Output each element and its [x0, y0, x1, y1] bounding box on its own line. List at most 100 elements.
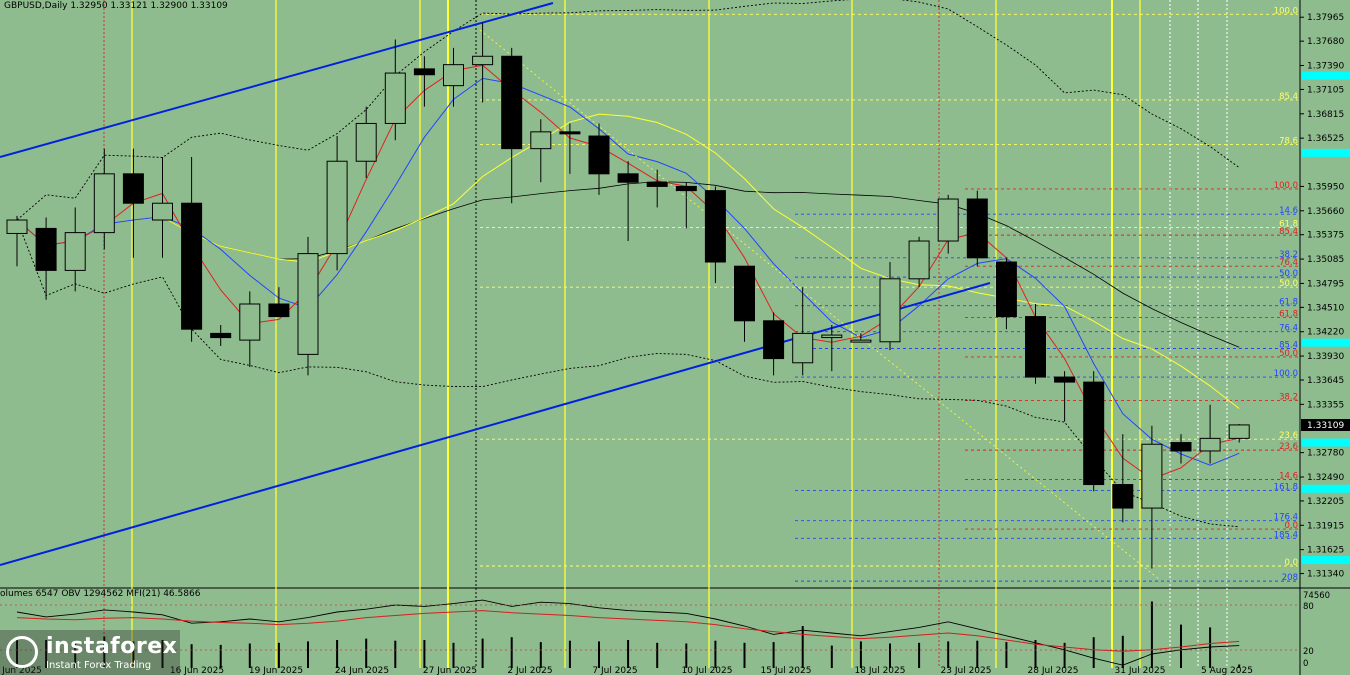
- candle-body-0: [6, 219, 28, 234]
- candle-body-31: [908, 240, 930, 280]
- price-tick-label-16: 1.32780: [1307, 449, 1344, 459]
- cyan-level-marker-4: [1302, 484, 1350, 493]
- price-tick-label-5: 1.36525: [1307, 134, 1344, 144]
- candle-body-41: [1199, 437, 1221, 452]
- lower-band-line: [16, 219, 1240, 528]
- current-price-box: [1301, 419, 1350, 432]
- candle-body-34: [995, 261, 1017, 318]
- logo-icon: [6, 636, 38, 668]
- cyan-level-marker-0: [1302, 71, 1350, 80]
- obv-line: [16, 599, 1240, 666]
- cyan-level-marker-2: [1302, 338, 1350, 347]
- logo-brand: instaforex: [46, 634, 178, 659]
- candle-body-17: [501, 55, 523, 150]
- fib-label-21: 161.8: [1274, 482, 1298, 492]
- candle-body-36: [1054, 376, 1076, 383]
- fib-label-3: 100.0: [1274, 181, 1298, 191]
- candle-body-39: [1141, 443, 1163, 509]
- current-price-label: 1.33109: [1307, 421, 1344, 431]
- fib-label-10: 50.0: [1279, 279, 1298, 289]
- date-label-5: 2 Jul 2025: [507, 666, 552, 675]
- candle-body-21: [617, 173, 639, 183]
- price-tick-label-8: 1.35375: [1307, 231, 1344, 241]
- mfi-line: [16, 610, 1240, 652]
- channel-upper-line: [0, 2, 554, 158]
- candle-body-20: [588, 135, 610, 175]
- date-label-10: 23 Jul 2025: [941, 666, 992, 675]
- fib-diagonal-yellow: [479, 29, 1161, 581]
- cyan-level-marker-5: [1302, 556, 1350, 565]
- candle-body-12: [355, 122, 377, 162]
- candle-body-40: [1170, 442, 1192, 452]
- price-tick-label-10: 1.34795: [1307, 279, 1344, 289]
- fib-label-2: 78.6: [1279, 136, 1298, 146]
- price-tick-label-9: 1.35085: [1307, 255, 1344, 265]
- candle-body-3: [93, 173, 115, 234]
- date-label-2: 19 Jun 2025: [249, 666, 303, 675]
- price-tick-label-7: 1.35660: [1307, 207, 1344, 217]
- fib-label-20: 14.6: [1279, 472, 1298, 482]
- candle-body-1: [35, 227, 57, 271]
- indicator-scale-label-0: 74560: [1303, 591, 1330, 601]
- fib-label-16: 100.0: [1274, 369, 1298, 379]
- date-label-11: 28 Jul 2025: [1028, 666, 1079, 675]
- symbol-label: GBPUSD,Daily: [4, 1, 68, 11]
- price-tick-label-18: 1.32205: [1307, 497, 1344, 507]
- candle-body-37: [1083, 381, 1105, 486]
- candle-body-33: [966, 198, 988, 259]
- fib-label-22: 176.4: [1274, 513, 1298, 523]
- date-label-1: 16 Jun 2025: [170, 666, 224, 675]
- logo-tagline: Instant Forex Trading: [46, 660, 152, 671]
- price-tick-label-15: 1.33355: [1307, 400, 1344, 410]
- fib-label-6: 85.4: [1279, 227, 1298, 237]
- fib-label-12: 61.8: [1279, 309, 1298, 319]
- price-tick-label-21: 1.31340: [1307, 570, 1344, 580]
- fib-label-7: 38.2: [1279, 250, 1298, 260]
- candle-body-30: [879, 278, 901, 343]
- price-tick-label-14: 1.33645: [1307, 376, 1344, 386]
- indicator-scale-label-3: 0: [1303, 659, 1308, 669]
- candle-body-13: [384, 72, 406, 124]
- candle-body-29: [850, 339, 872, 343]
- fib-label-5: 61.8: [1279, 220, 1298, 230]
- indicator-scale-label-2: 20: [1303, 647, 1314, 657]
- candle-body-25: [734, 265, 755, 322]
- fib-label-13: 76.4: [1279, 324, 1298, 334]
- candle-body-28: [821, 334, 843, 339]
- price-tick-label-0: 1.37965: [1307, 13, 1344, 23]
- price-tick-label-11: 1.34510: [1307, 303, 1344, 313]
- fib-label-1: 85.4: [1279, 92, 1298, 102]
- price-tick-label-6: 1.35950: [1307, 182, 1344, 192]
- candle-body-5: [152, 202, 173, 221]
- ohlc-readout: 1.32950 1.33121 1.32900 1.33109: [70, 1, 228, 11]
- price-tick-label-20: 1.31625: [1307, 546, 1344, 556]
- fib-label-4: 14.6: [1279, 206, 1298, 216]
- candle-body-22: [646, 181, 668, 187]
- fib-label-24: 185.4: [1274, 530, 1298, 540]
- instaforex-logo: instaforex Instant Forex Trading: [0, 630, 180, 675]
- date-label-12: 31 Jul 2025: [1115, 666, 1166, 675]
- candle-body-42: [1228, 424, 1250, 439]
- fib-label-23: 0.0: [1284, 521, 1298, 531]
- candle-body-19: [559, 131, 581, 135]
- fib-label-18: 23.6: [1279, 431, 1298, 441]
- date-label-4: 27 Jun 2025: [423, 666, 477, 675]
- candle-body-11: [326, 160, 348, 255]
- price-tick-label-3: 1.37105: [1307, 85, 1344, 95]
- symbol-header: GBPUSD,Daily 1.32950 1.33121 1.32900 1.3…: [4, 1, 228, 11]
- candle-body-18: [530, 131, 552, 150]
- fib-label-11: 61.8: [1279, 298, 1298, 308]
- date-label-13: 5 Aug 2025: [1201, 666, 1253, 675]
- price-tick-label-17: 1.32490: [1307, 473, 1344, 483]
- candle-body-4: [122, 173, 144, 204]
- fib-label-25: 0.0: [1284, 558, 1298, 568]
- price-tick-label-1: 1.37680: [1307, 37, 1344, 47]
- candle-body-7: [210, 332, 232, 339]
- indicator-scale-label-1: 80: [1303, 602, 1314, 612]
- price-tick-label-12: 1.34220: [1307, 328, 1344, 338]
- candle-body-9: [268, 303, 290, 318]
- date-label-7: 10 Jul 2025: [682, 666, 733, 675]
- fib-label-19: 23.6: [1279, 442, 1298, 452]
